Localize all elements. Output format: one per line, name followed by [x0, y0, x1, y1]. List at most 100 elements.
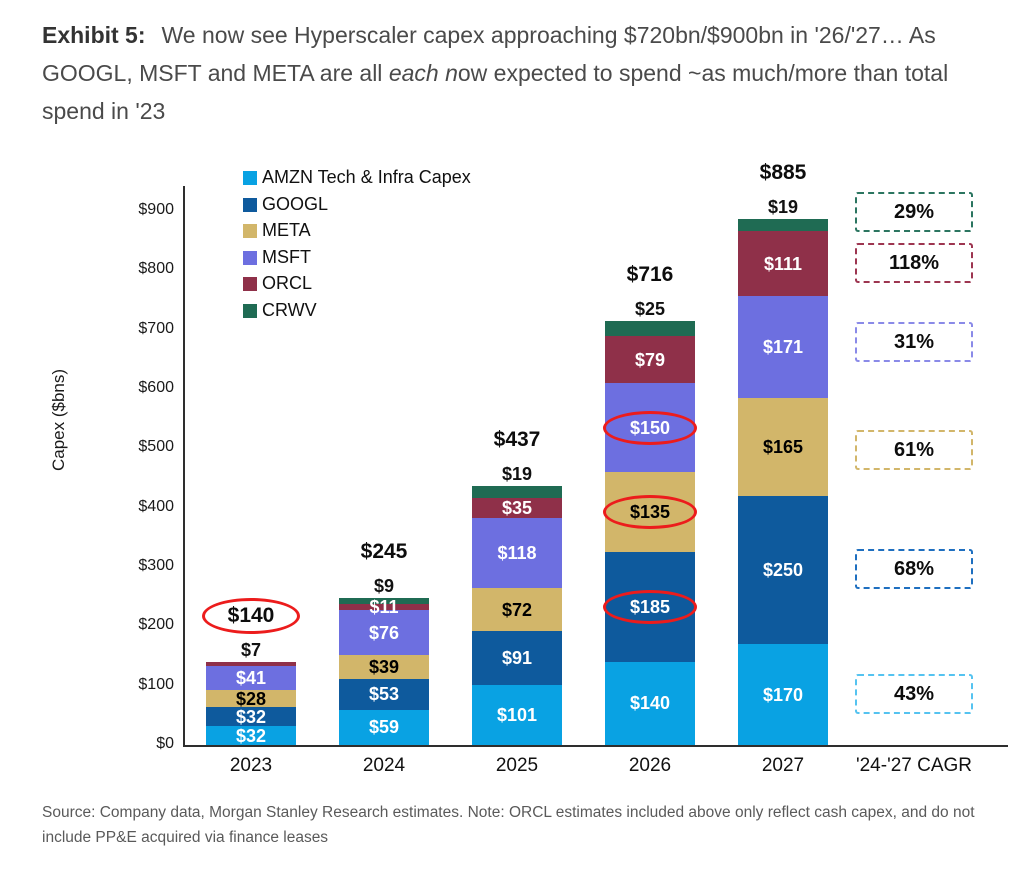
cagr-box-msft: 31%: [855, 322, 973, 362]
above-label-2024: $9: [373, 576, 395, 597]
legend-label-meta: META: [262, 220, 311, 240]
bar-2027-segment-amzn: [738, 644, 828, 745]
ytick-500: $500: [138, 438, 174, 456]
total-label-2024: $245: [360, 540, 408, 564]
ytick-100: $100: [138, 675, 174, 693]
total-label-2025: $437: [493, 428, 541, 452]
highlight-ellipse-total-2023: [202, 597, 300, 634]
cagr-box-crwv: 29%: [855, 192, 973, 232]
segment-label-2025-amzn: $101: [496, 705, 538, 726]
bar-2026-segment-amzn: [605, 661, 695, 745]
ytick-400: $400: [138, 497, 174, 515]
segment-label-2024-meta: $39: [368, 656, 400, 677]
bar-2027-segment-googl: [738, 495, 828, 645]
segment-label-2023-msft: $41: [235, 668, 267, 689]
cagr-box-googl: 68%: [855, 549, 973, 589]
ytick-800: $800: [138, 260, 174, 278]
above-label-2026: $25: [634, 299, 666, 320]
bar-2026-segment-crwv: [605, 321, 695, 337]
bar-2024-segment-msft: [339, 610, 429, 656]
segment-label-2024-googl: $53: [368, 684, 400, 705]
segment-label-2027-meta: $165: [762, 436, 804, 457]
bar-2027-segment-msft: [738, 296, 828, 398]
cagr-box-meta: 61%: [855, 430, 973, 470]
segment-label-2027-msft: $171: [762, 337, 804, 358]
xlabel-2027: 2027: [761, 755, 805, 776]
bar-2027-segment-meta: [738, 397, 828, 496]
bar-2023-segment-amzn: [206, 726, 296, 745]
bar-2023-segment-meta: [206, 690, 296, 708]
segment-label-2024-orcl: $11: [369, 597, 399, 618]
exhibit-title-text-end: ow expected to spend ~as much/more than …: [42, 60, 949, 124]
highlight-ellipse-2026-googl: [603, 590, 697, 625]
source-note: Source: Company data, Morgan Stanley Res…: [42, 804, 975, 846]
bar-2024-segment-meta: [339, 655, 429, 679]
legend-swatch-meta: [243, 224, 257, 238]
ytick-900: $900: [138, 201, 174, 218]
ytick-700: $700: [138, 319, 174, 337]
x-axis-line: [183, 745, 1008, 747]
bar-2024-segment-crwv: [339, 598, 429, 604]
above-label-2025: $19: [501, 464, 533, 485]
bar-2025-segment-crwv: [472, 486, 562, 498]
total-label-2026: $716: [626, 263, 674, 287]
legend-label-googl: GOOGL: [262, 193, 329, 214]
xlabel-2024: 2024: [362, 755, 406, 776]
legend-label-amzn: AMZN Tech & Infra Capex: [262, 167, 471, 187]
bar-2026-segment-orcl: [605, 336, 695, 384]
ytick-200: $200: [138, 616, 174, 634]
above-label-2023: $7: [240, 639, 262, 660]
bar-2024-segment-googl: [339, 678, 429, 710]
legend-label-crwv: CRWV: [262, 299, 317, 320]
legend-swatch-msft: [243, 250, 257, 265]
segment-label-2024-amzn: $59: [368, 717, 400, 738]
bar-2024-segment-orcl: [339, 603, 429, 611]
exhibit-title: Exhibit 5: We now see Hyperscaler capex a…: [42, 16, 954, 130]
highlight-ellipse-2026-meta: [603, 495, 697, 530]
segment-label-2024-msft: $76: [368, 622, 400, 643]
xlabel-2023: 2023: [229, 755, 273, 776]
segment-label-2026-orcl: $79: [634, 349, 666, 370]
total-label-2027: $885: [759, 161, 807, 185]
bar-2025-segment-googl: [472, 631, 562, 686]
cagr-box-orcl: 118%: [855, 243, 973, 283]
exhibit-title-italic: each n: [388, 60, 458, 86]
xlabel-2026: 2026: [628, 755, 672, 776]
y-axis-line: [183, 186, 185, 745]
segment-label-2027-orcl: $111: [763, 253, 803, 274]
bar-2024-segment-amzn: [339, 709, 429, 745]
legend-swatch-amzn: [243, 171, 257, 185]
legend-label-msft: MSFT: [262, 246, 311, 267]
exhibit-title-text: We now see Hyperscaler capex approaching…: [42, 22, 936, 86]
segment-label-2027-googl: $250: [762, 559, 804, 580]
segment-label-2023-amzn: $32: [235, 725, 267, 746]
segment-label-2023-meta: $28: [235, 688, 267, 709]
bar-2027-segment-crwv: [738, 219, 828, 231]
segment-label-2025-msft: $118: [497, 543, 537, 564]
ytick-600: $600: [138, 379, 174, 396]
segment-label-2026-amzn: $140: [629, 693, 671, 714]
legend-swatch-crwv: [243, 303, 257, 318]
bar-2025-segment-amzn: [472, 685, 562, 745]
ytick-0: $0: [156, 735, 174, 752]
y-axis-title: Capex ($bns): [49, 368, 68, 472]
legend-label-orcl: ORCL: [262, 273, 313, 293]
segment-label-2025-meta: $72: [501, 599, 533, 620]
bar-2025-segment-msft: [472, 518, 562, 589]
bar-2023-segment-orcl: [206, 661, 296, 667]
xlabel-cagr: '24-'27 CAGR: [855, 755, 973, 776]
bar-2027-segment-orcl: [738, 230, 828, 297]
segment-label-2025-orcl: $35: [501, 497, 533, 518]
highlight-ellipse-2026-msft: [603, 410, 697, 445]
segment-label-2023-googl: $32: [235, 706, 267, 727]
bar-2023-segment-msft: [206, 666, 296, 691]
cagr-box-amzn: 43%: [855, 674, 973, 714]
bar-2023-segment-googl: [206, 707, 296, 726]
above-label-2027: $19: [767, 197, 799, 218]
segment-label-2027-amzn: $170: [762, 684, 804, 705]
legend-swatch-googl: [243, 197, 257, 212]
bar-2025-segment-orcl: [472, 497, 562, 519]
legend-swatch-orcl: [243, 277, 257, 291]
bar-2025-segment-meta: [472, 588, 562, 632]
